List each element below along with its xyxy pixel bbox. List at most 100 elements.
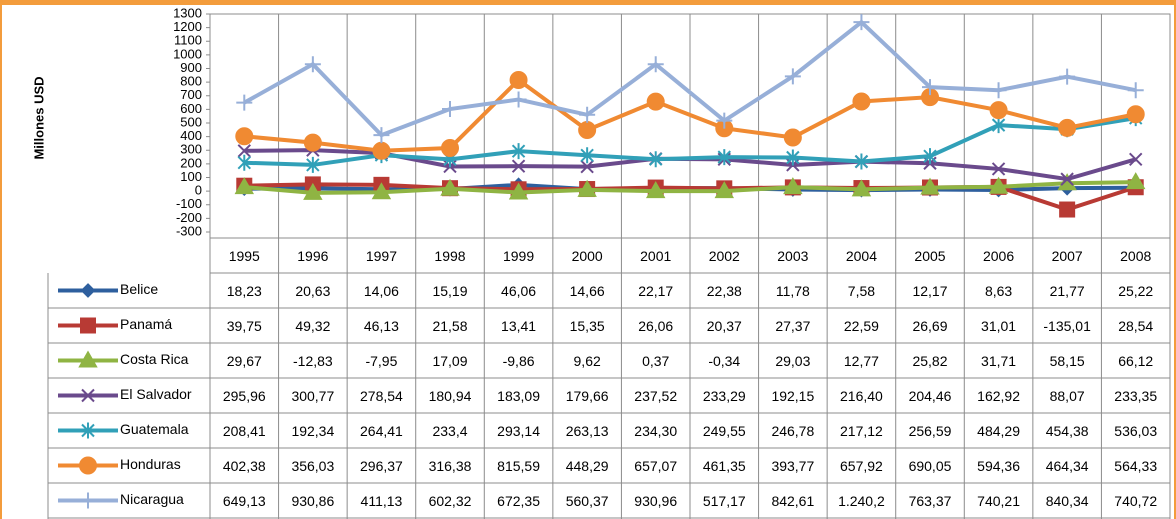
marker: [991, 117, 1006, 134]
table-cell: 25,82: [912, 353, 947, 369]
y-tick-label: 700: [180, 87, 202, 102]
marker: [509, 71, 528, 90]
series-line: [244, 77, 1137, 153]
table-cell: 22,17: [638, 283, 673, 299]
marker: [1058, 118, 1077, 137]
x-tick-label: 2003: [777, 248, 808, 264]
marker: [303, 182, 323, 200]
table-cell: 815,59: [497, 458, 540, 474]
table-cell: 204,46: [909, 388, 952, 404]
y-tick-label: 800: [180, 74, 202, 89]
legend-label: Costa Rica: [120, 351, 189, 367]
y-tick-label: 500: [180, 114, 202, 129]
y-tick-label: 1200: [173, 19, 202, 34]
table-cell: 39,75: [227, 318, 262, 334]
y-tick-label: 1000: [173, 46, 202, 61]
marker: [371, 182, 392, 200]
marker: [645, 181, 666, 199]
marker: [923, 148, 937, 165]
table-cell: 46,13: [364, 318, 399, 334]
table-cell: 21,77: [1050, 283, 1085, 299]
legend-label: Guatemala: [120, 421, 189, 437]
table-cell: 15,19: [432, 283, 467, 299]
x-tick-label: 2002: [709, 248, 740, 264]
marker: [373, 127, 390, 144]
table-cell: -7,95: [365, 353, 397, 369]
table-cell: 393,77: [771, 458, 814, 474]
x-tick-label: 1995: [229, 248, 260, 264]
table-cell: 264,41: [360, 423, 403, 439]
table-cell: 20,37: [707, 318, 742, 334]
marker: [783, 128, 802, 147]
table-cell: 657,07: [634, 458, 677, 474]
table-cell: 293,14: [497, 423, 540, 439]
legend-label: Panamá: [120, 316, 172, 332]
table-cell: 22,38: [707, 283, 742, 299]
table-cell: 88,07: [1050, 388, 1085, 404]
table-cell: 20,63: [295, 283, 330, 299]
marker: [508, 182, 529, 200]
marker: [1059, 201, 1076, 218]
table-cell: 18,23: [227, 283, 262, 299]
y-tick-label: 600: [180, 101, 202, 116]
marker: [783, 177, 803, 195]
table-cell: 263,13: [566, 423, 609, 439]
legend-marker: [80, 492, 96, 509]
marker: [646, 92, 665, 111]
table-cell: 217,12: [840, 423, 883, 439]
table-cell: 15,35: [570, 318, 605, 334]
table-cell: 12,17: [912, 283, 947, 299]
table-cell: 249,55: [703, 423, 746, 439]
legend-label: Nicaragua: [120, 491, 184, 507]
table-cell: 454,38: [1046, 423, 1089, 439]
table-cell: 216,40: [840, 388, 883, 404]
table-cell: 14,66: [570, 283, 605, 299]
marker: [991, 162, 1006, 176]
series-line: [244, 180, 1136, 195]
marker: [647, 56, 664, 73]
table-cell: 564,33: [1114, 458, 1157, 474]
table-cell: 26,69: [912, 318, 947, 334]
table-cell: 740,21: [977, 493, 1020, 509]
legend-marker: [79, 456, 97, 475]
marker: [237, 144, 251, 158]
series-line: [244, 116, 1137, 167]
table-cell: 180,94: [429, 388, 472, 404]
table-cell: 8,63: [985, 283, 1012, 299]
marker: [1126, 105, 1145, 124]
legend-marker: [81, 388, 95, 403]
table-cell: 179,66: [566, 388, 609, 404]
marker: [579, 106, 596, 123]
table-cell: 657,92: [840, 458, 883, 474]
marker: [511, 143, 526, 160]
marker: [577, 179, 597, 197]
table-cell: 0,37: [642, 353, 669, 369]
table-cell: 461,35: [703, 458, 746, 474]
marker: [1060, 172, 1074, 186]
marker: [235, 127, 254, 146]
table-cell: 296,37: [360, 458, 403, 474]
table-cell: 233,29: [703, 388, 746, 404]
table-cell: 192,15: [771, 388, 814, 404]
table-cell: 602,32: [429, 493, 472, 509]
marker: [237, 154, 251, 171]
table-cell: 31,71: [981, 353, 1016, 369]
marker: [306, 156, 320, 173]
marker: [580, 147, 594, 164]
frame-top: [0, 0, 1176, 5]
series-line: [243, 19, 1137, 138]
marker: [853, 14, 870, 31]
x-tick-label: 1996: [297, 248, 328, 264]
table-cell: 192,34: [291, 423, 334, 439]
marker: [989, 101, 1008, 120]
table-cell: 21,58: [432, 318, 467, 334]
legend-marker: [80, 283, 96, 298]
y-tick-label: 300: [180, 142, 202, 157]
marker: [988, 176, 1009, 194]
table-cell: 930,96: [634, 493, 677, 509]
y-tick-label: -300: [176, 223, 202, 238]
table-cell: 27,37: [775, 318, 810, 334]
table-cell: 22,59: [844, 318, 879, 334]
marker: [440, 178, 460, 196]
